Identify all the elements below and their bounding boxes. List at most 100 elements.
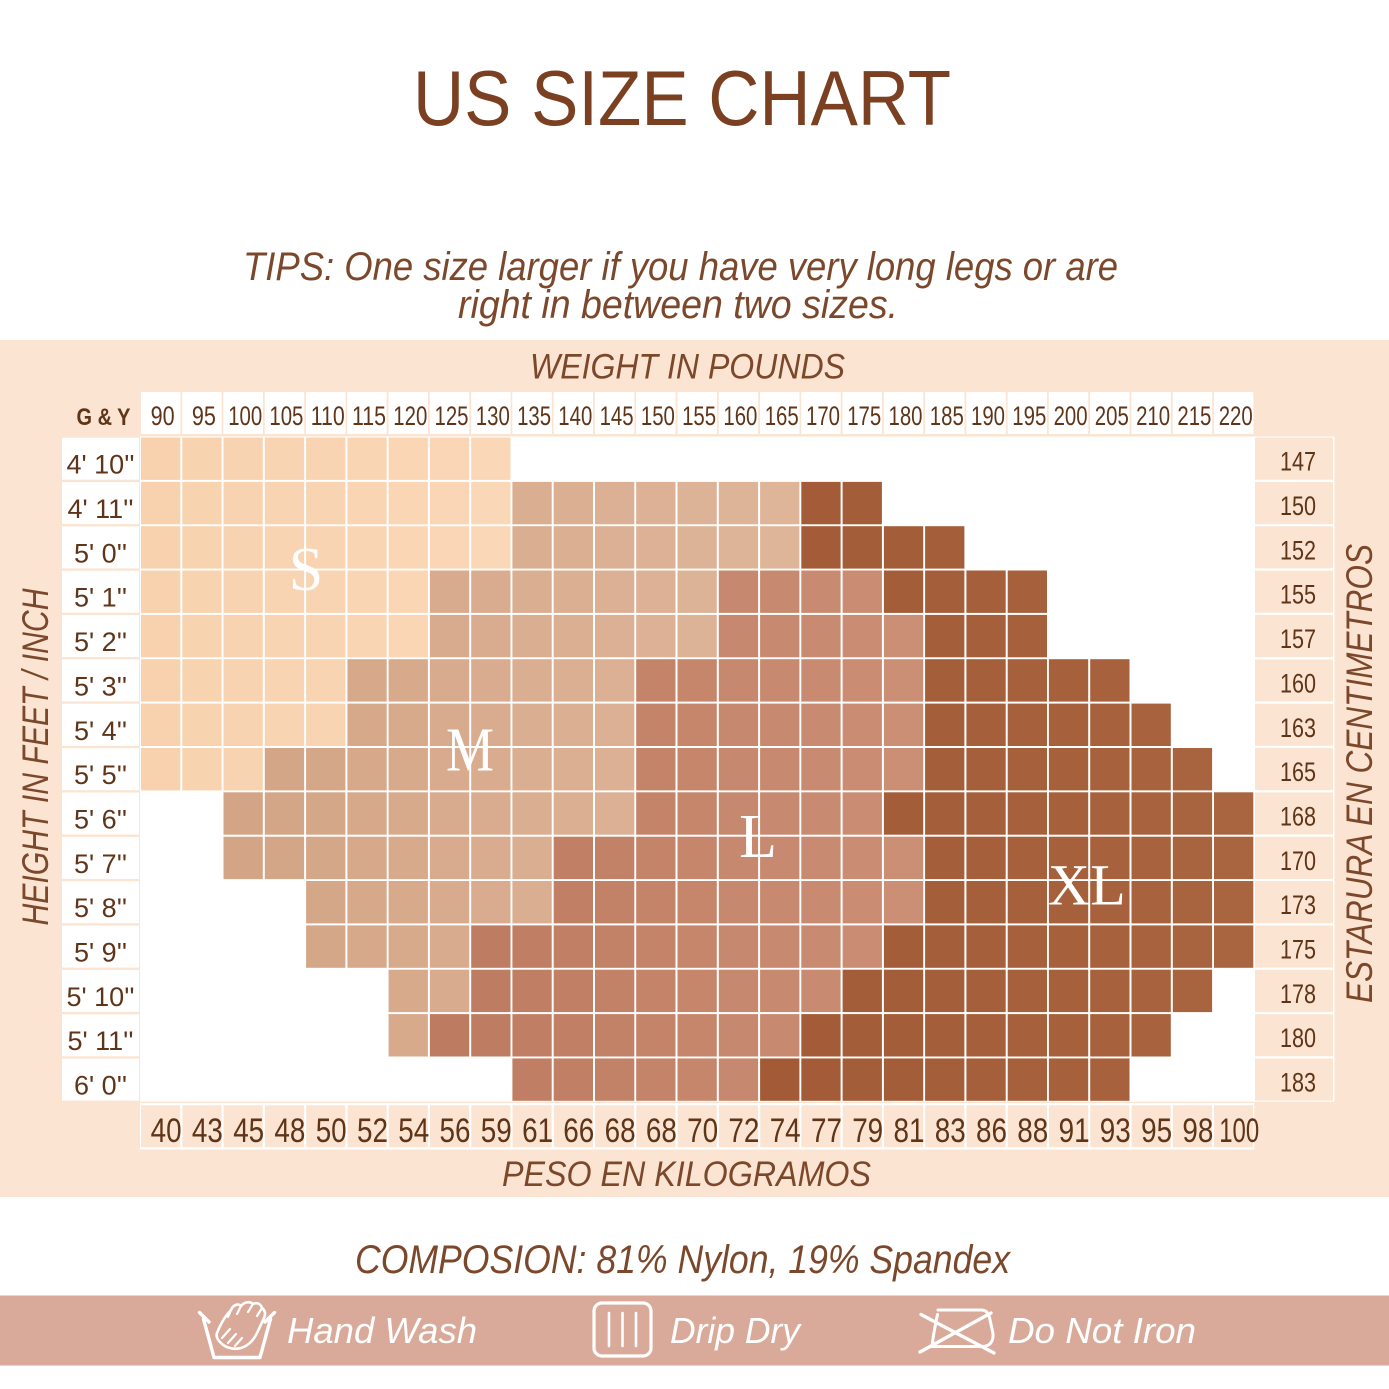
svg-text:74: 74 — [770, 1112, 801, 1150]
svg-text:TIPS: One size larger if you h: TIPS: One size larger if you have very l… — [243, 245, 1118, 289]
svg-text:81: 81 — [894, 1112, 925, 1150]
svg-text:100: 100 — [1219, 1112, 1259, 1150]
svg-text:220: 220 — [1219, 401, 1253, 431]
svg-text:105: 105 — [269, 401, 303, 431]
svg-text:5' 4'': 5' 4'' — [74, 716, 127, 746]
svg-text:WEIGHT IN POUNDS: WEIGHT IN POUNDS — [530, 348, 845, 387]
svg-text:5' 8'': 5' 8'' — [74, 893, 127, 923]
svg-text:HEIGHT IN FEET / INCH: HEIGHT IN FEET / INCH — [15, 588, 56, 925]
svg-text:120: 120 — [393, 401, 427, 431]
svg-text:155: 155 — [1280, 580, 1316, 610]
svg-text:ESTARURA EN CENTIMETROS: ESTARURA EN CENTIMETROS — [1339, 544, 1380, 1003]
svg-text:5' 7'': 5' 7'' — [74, 849, 127, 879]
svg-text:150: 150 — [641, 401, 675, 431]
svg-text:195: 195 — [1012, 401, 1046, 431]
svg-text:90: 90 — [151, 401, 175, 431]
svg-text:140: 140 — [558, 401, 592, 431]
svg-text:59: 59 — [481, 1112, 512, 1150]
svg-text:175: 175 — [1280, 935, 1316, 965]
svg-text:79: 79 — [852, 1112, 883, 1150]
svg-text:77: 77 — [811, 1112, 842, 1150]
svg-text:160: 160 — [1280, 668, 1316, 698]
svg-text:S: S — [289, 536, 323, 604]
svg-text:168: 168 — [1280, 802, 1316, 832]
svg-text:61: 61 — [522, 1112, 553, 1150]
svg-text:M: M — [446, 717, 494, 785]
svg-text:175: 175 — [847, 401, 881, 431]
svg-text:right in between two sizes.: right in between two sizes. — [458, 283, 898, 327]
svg-text:95: 95 — [192, 401, 216, 431]
svg-text:5' 6'': 5' 6'' — [74, 805, 127, 835]
svg-text:163: 163 — [1280, 713, 1316, 743]
svg-text:5' 0'': 5' 0'' — [74, 538, 127, 568]
svg-text:Do Not Iron: Do Not Iron — [1008, 1310, 1196, 1351]
svg-text:48: 48 — [274, 1112, 305, 1150]
svg-text:L: L — [1090, 853, 1125, 918]
svg-text:110: 110 — [311, 401, 345, 431]
svg-text:Drip Dry: Drip Dry — [670, 1310, 802, 1351]
svg-text:98: 98 — [1182, 1112, 1213, 1150]
svg-text:56: 56 — [440, 1112, 471, 1150]
svg-text:5' 2'': 5' 2'' — [74, 627, 127, 657]
svg-text:6' 0'': 6' 0'' — [74, 1071, 127, 1101]
svg-text:157: 157 — [1280, 624, 1316, 654]
svg-text:Hand Wash: Hand Wash — [287, 1310, 477, 1351]
svg-text:150: 150 — [1280, 491, 1316, 521]
svg-text:147: 147 — [1280, 447, 1316, 477]
svg-text:152: 152 — [1280, 535, 1316, 565]
svg-text:5' 1'': 5' 1'' — [74, 583, 127, 613]
svg-text:83: 83 — [935, 1112, 966, 1150]
svg-text:52: 52 — [357, 1112, 388, 1150]
svg-text:185: 185 — [930, 401, 964, 431]
svg-text:PESO EN KILOGRAMOS: PESO EN KILOGRAMOS — [502, 1155, 871, 1194]
svg-text:70: 70 — [687, 1112, 718, 1150]
svg-text:170: 170 — [806, 401, 840, 431]
svg-text:165: 165 — [765, 401, 799, 431]
svg-text:125: 125 — [435, 401, 469, 431]
svg-text:93: 93 — [1100, 1112, 1131, 1150]
svg-text:183: 183 — [1280, 1068, 1316, 1098]
svg-text:88: 88 — [1017, 1112, 1048, 1150]
svg-text:86: 86 — [976, 1112, 1007, 1150]
svg-text:135: 135 — [517, 401, 551, 431]
svg-text:68: 68 — [646, 1112, 677, 1150]
svg-text:173: 173 — [1280, 890, 1316, 920]
svg-text:X: X — [1048, 853, 1090, 918]
svg-text:US SIZE CHART: US SIZE CHART — [413, 54, 951, 142]
svg-text:91: 91 — [1059, 1112, 1090, 1150]
svg-text:5' 5'': 5' 5'' — [74, 760, 127, 790]
svg-text:40: 40 — [151, 1112, 182, 1150]
svg-text:200: 200 — [1054, 401, 1088, 431]
svg-text:L: L — [739, 803, 777, 871]
svg-text:95: 95 — [1141, 1112, 1172, 1150]
svg-text:5' 10'': 5' 10'' — [66, 982, 134, 1012]
svg-text:54: 54 — [398, 1112, 429, 1150]
svg-text:100: 100 — [228, 401, 262, 431]
svg-text:50: 50 — [316, 1112, 347, 1150]
svg-text:G & Y: G & Y — [77, 404, 131, 431]
svg-text:190: 190 — [971, 401, 1005, 431]
svg-text:4' 10'': 4' 10'' — [66, 450, 134, 480]
svg-text:180: 180 — [889, 401, 923, 431]
svg-text:43: 43 — [192, 1112, 223, 1150]
svg-text:215: 215 — [1177, 401, 1211, 431]
svg-text:COMPOSION: 81% Nylon, 19% Span: COMPOSION: 81% Nylon, 19% Spandex — [355, 1238, 1012, 1282]
svg-text:155: 155 — [682, 401, 716, 431]
svg-text:66: 66 — [563, 1112, 594, 1150]
svg-text:145: 145 — [600, 401, 634, 431]
svg-text:178: 178 — [1280, 979, 1316, 1009]
svg-text:72: 72 — [728, 1112, 759, 1150]
svg-text:165: 165 — [1280, 757, 1316, 787]
svg-text:5' 11'': 5' 11'' — [67, 1026, 133, 1056]
svg-text:5' 9'': 5' 9'' — [74, 938, 127, 968]
svg-text:4' 11'': 4' 11'' — [67, 494, 133, 524]
svg-text:160: 160 — [723, 401, 757, 431]
svg-text:45: 45 — [233, 1112, 264, 1150]
svg-text:170: 170 — [1280, 846, 1316, 876]
svg-text:205: 205 — [1095, 401, 1129, 431]
svg-text:180: 180 — [1280, 1023, 1316, 1053]
svg-text:210: 210 — [1136, 401, 1170, 431]
svg-text:68: 68 — [605, 1112, 636, 1150]
svg-text:5' 3'': 5' 3'' — [74, 671, 127, 701]
svg-text:115: 115 — [352, 401, 386, 431]
